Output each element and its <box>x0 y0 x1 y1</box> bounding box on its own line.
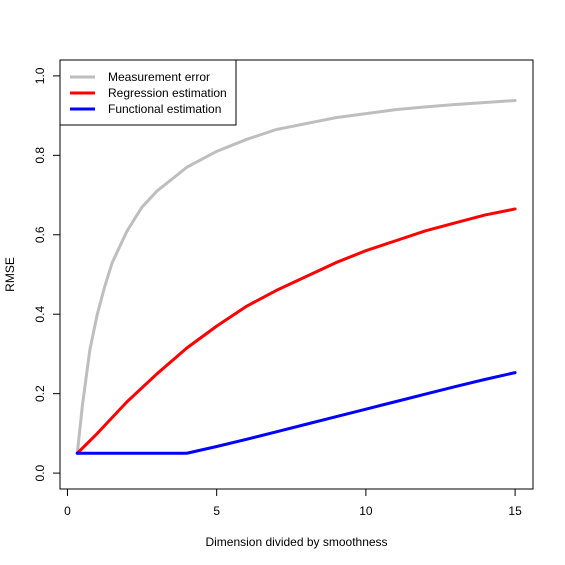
legend-label: Regression estimation <box>108 86 227 100</box>
x-tick-label: 10 <box>359 504 373 518</box>
y-axis: 0.0 0.2 0.4 0.6 0.8 1.0 <box>33 67 61 481</box>
series-line-measurement-error <box>75 99 517 455</box>
legend-label: Measurement error <box>108 70 210 84</box>
series-lines <box>75 99 517 455</box>
x-axis-label: Dimension divided by smoothness <box>205 535 387 549</box>
y-tick-label: 0.6 <box>33 226 47 243</box>
y-tick-label: 0.8 <box>33 147 47 164</box>
legend-label: Functional estimation <box>108 102 221 116</box>
legend: Measurement error Regression estimation Fu… <box>59 59 237 126</box>
series-line-functional-estimation <box>75 371 517 455</box>
x-tick-label: 0 <box>64 504 71 518</box>
y-tick-label: 1.0 <box>33 67 47 84</box>
y-tick-label: 0.0 <box>33 464 47 481</box>
y-tick-label: 0.4 <box>33 306 47 323</box>
x-tick-label: 15 <box>508 504 522 518</box>
x-axis: 0 5 10 15 <box>64 488 522 518</box>
y-tick-label: 0.2 <box>33 385 47 402</box>
x-tick-label: 5 <box>213 504 220 518</box>
series-line-regression-estimation <box>75 207 517 455</box>
y-axis-label: RMSE <box>3 257 17 292</box>
